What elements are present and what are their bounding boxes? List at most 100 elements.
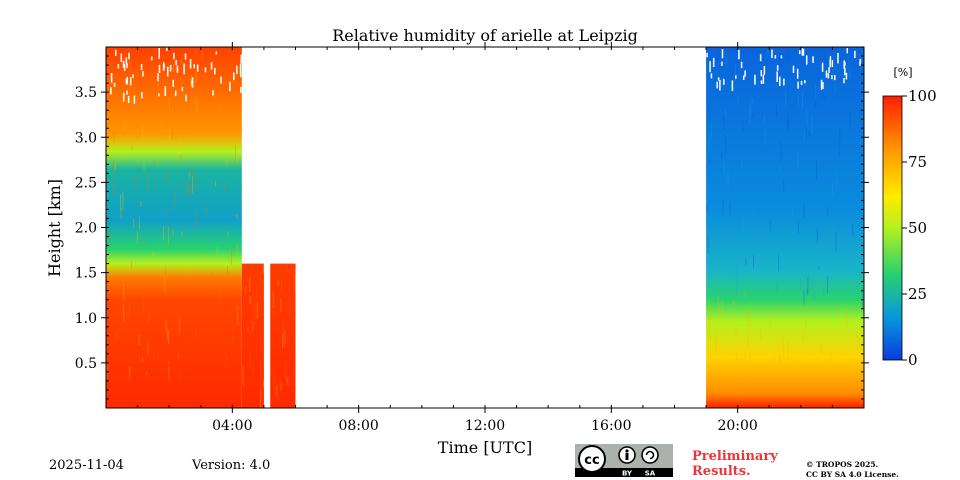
heatmap-segment-evening bbox=[706, 47, 864, 408]
heatmap-texture bbox=[186, 262, 187, 274]
heatmap-texture bbox=[770, 222, 771, 232]
colorbar-tick-label: 25 bbox=[908, 285, 927, 303]
heatmap-texture bbox=[256, 283, 257, 302]
heatmap-texture bbox=[285, 361, 286, 380]
heatmap-texture bbox=[195, 72, 196, 84]
heatmap-texture bbox=[861, 345, 862, 351]
heatmap-texture bbox=[709, 103, 710, 119]
heatmap-texture bbox=[783, 79, 785, 86]
heatmap-texture bbox=[240, 55, 242, 64]
heatmap-texture bbox=[831, 350, 832, 365]
x-tick-label: 12:00 bbox=[465, 418, 505, 434]
heatmap-texture bbox=[221, 291, 222, 304]
heatmap-texture bbox=[761, 70, 763, 76]
heatmap-texture bbox=[141, 92, 143, 98]
heatmap-texture bbox=[165, 86, 167, 96]
heatmap-texture bbox=[760, 54, 762, 61]
heatmap-texture bbox=[709, 61, 711, 72]
heatmap-texture bbox=[139, 355, 140, 363]
heatmap-texture bbox=[800, 277, 801, 290]
version-label: Version: 4.0 bbox=[192, 458, 270, 473]
heatmap-texture bbox=[804, 203, 805, 218]
heatmap-texture bbox=[806, 55, 808, 64]
heatmap-texture bbox=[263, 264, 264, 273]
heatmap-texture bbox=[707, 203, 708, 213]
heatmap-texture bbox=[709, 335, 710, 340]
heatmap-texture bbox=[196, 330, 197, 338]
heatmap-texture bbox=[818, 266, 819, 271]
heatmap-segment-morning-gap-1 bbox=[242, 264, 264, 408]
heatmap-texture bbox=[804, 80, 806, 83]
heatmap-texture bbox=[820, 342, 821, 355]
heatmap-texture bbox=[715, 333, 716, 352]
heatmap-texture bbox=[154, 161, 155, 166]
heatmap-texture bbox=[217, 247, 218, 260]
heatmap-texture bbox=[157, 73, 159, 81]
heatmap-texture bbox=[827, 240, 828, 246]
heatmap-texture bbox=[194, 64, 196, 68]
heatmap-texture bbox=[778, 255, 779, 271]
y-tick-label: 1.0 bbox=[75, 311, 97, 327]
heatmap-texture bbox=[806, 108, 807, 127]
heatmap-texture bbox=[788, 120, 789, 126]
heatmap-texture bbox=[710, 204, 711, 221]
heatmap-texture bbox=[718, 77, 720, 80]
x-axis-label: Time [UTC] bbox=[438, 438, 532, 457]
heatmap-texture bbox=[140, 201, 141, 206]
heatmap-texture bbox=[797, 151, 798, 170]
heatmap-texture bbox=[787, 51, 788, 60]
heatmap-texture bbox=[169, 129, 170, 146]
heatmap-texture bbox=[283, 317, 284, 334]
heatmap-texture bbox=[160, 139, 161, 143]
heatmap-texture bbox=[167, 67, 169, 77]
heatmap-texture bbox=[710, 245, 711, 251]
heatmap-texture bbox=[295, 264, 296, 270]
heatmap-texture bbox=[828, 67, 830, 73]
humidity-chart: 04:0008:0012:0016:0020:000.51.01.52.02.5… bbox=[0, 0, 960, 480]
heatmap-texture bbox=[110, 87, 112, 94]
heatmap-texture bbox=[812, 114, 813, 134]
heatmap-texture bbox=[263, 380, 264, 388]
heatmap-texture bbox=[836, 233, 837, 252]
heatmap-texture bbox=[123, 93, 125, 102]
heatmap-texture bbox=[719, 308, 720, 318]
heatmap-texture bbox=[186, 180, 187, 189]
heatmap-texture bbox=[256, 349, 257, 356]
heatmap-texture bbox=[227, 232, 228, 237]
heatmap-texture bbox=[829, 59, 831, 67]
heatmap-texture bbox=[231, 248, 232, 265]
heatmap-texture bbox=[761, 80, 763, 84]
heatmap-texture bbox=[189, 172, 190, 177]
heatmap-texture bbox=[843, 78, 845, 83]
heatmap-texture bbox=[706, 318, 707, 325]
heatmap-texture bbox=[182, 231, 183, 237]
heatmap-texture bbox=[197, 65, 199, 72]
heatmap-segment-early-morning bbox=[106, 47, 242, 408]
heatmap-texture bbox=[192, 176, 193, 193]
heatmap-texture bbox=[738, 50, 740, 60]
heatmap-texture bbox=[147, 172, 148, 190]
heatmap-texture bbox=[163, 62, 165, 70]
heatmap-texture bbox=[745, 258, 746, 266]
heatmap-texture bbox=[143, 296, 144, 314]
heatmap-texture bbox=[281, 279, 282, 292]
heatmap-texture bbox=[132, 74, 134, 78]
heatmap-texture bbox=[109, 97, 110, 112]
heatmap-texture bbox=[118, 64, 120, 68]
heatmap-texture bbox=[821, 80, 823, 90]
heatmap-texture bbox=[168, 361, 169, 379]
heatmap-texture bbox=[777, 284, 778, 293]
heatmap-texture bbox=[147, 342, 148, 356]
heatmap-texture bbox=[190, 79, 191, 84]
heatmap-texture bbox=[192, 77, 194, 87]
heatmap-texture bbox=[260, 388, 261, 398]
heatmap-texture bbox=[833, 69, 834, 80]
heatmap-texture bbox=[852, 224, 853, 237]
heatmap-texture bbox=[802, 92, 803, 108]
heatmap-texture bbox=[803, 49, 805, 56]
heatmap-texture bbox=[183, 63, 185, 74]
heatmap-texture bbox=[795, 360, 796, 366]
heatmap-texture bbox=[839, 142, 840, 157]
heatmap-texture bbox=[115, 163, 116, 171]
heatmap-texture bbox=[143, 162, 144, 171]
